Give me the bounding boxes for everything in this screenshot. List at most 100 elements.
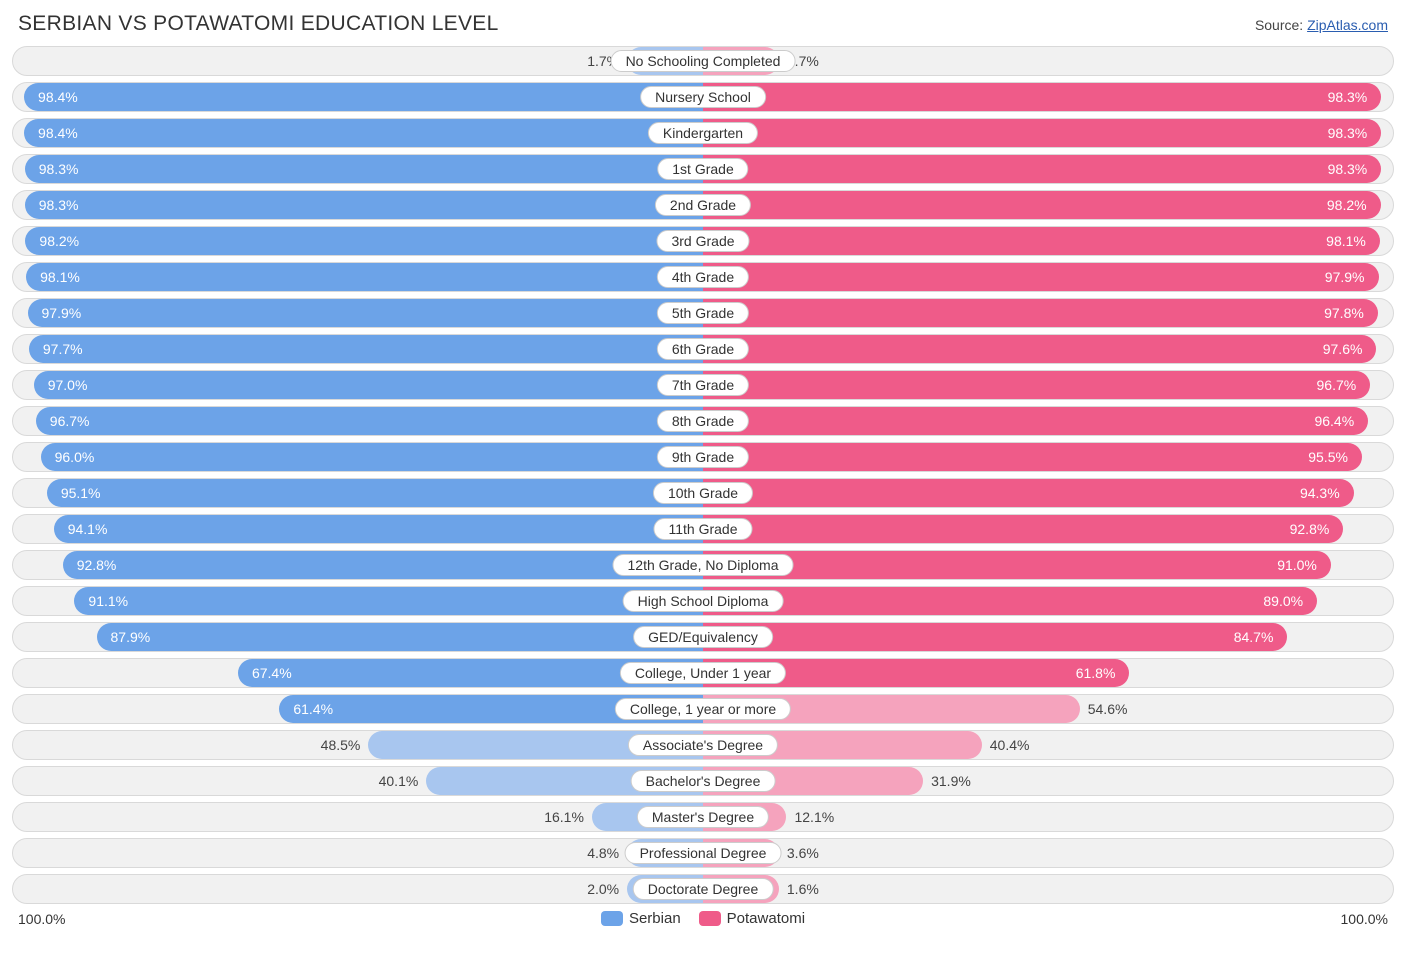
bar-value-serbian: 98.4% <box>38 89 78 105</box>
legend-item-serbian: Serbian <box>601 910 681 927</box>
bar-potawatomi: 97.6% <box>703 335 1376 363</box>
bar-serbian: 92.8% <box>63 551 703 579</box>
bar-potawatomi: 97.9% <box>703 263 1379 291</box>
category-label: Doctorate Degree <box>633 878 774 900</box>
chart-row: 1.7%1.7%No Schooling Completed <box>12 46 1394 76</box>
category-label: 12th Grade, No Diploma <box>613 554 794 576</box>
bar-value-potawatomi: 98.1% <box>1326 233 1366 249</box>
bar-value-serbian: 97.7% <box>43 341 83 357</box>
bar-value-potawatomi: 98.3% <box>1328 89 1368 105</box>
bar-serbian: 98.1% <box>26 263 703 291</box>
bar-potawatomi: 96.4% <box>703 407 1368 435</box>
category-label: 8th Grade <box>657 410 749 432</box>
bar-value-potawatomi: 96.4% <box>1314 413 1354 429</box>
axis-right-label: 100.0% <box>1341 911 1388 927</box>
bar-value-potawatomi: 3.6% <box>779 845 819 861</box>
source-link[interactable]: ZipAtlas.com <box>1307 17 1388 33</box>
bar-value-potawatomi: 98.2% <box>1327 197 1367 213</box>
category-label: GED/Equivalency <box>633 626 773 648</box>
bar-value-potawatomi: 94.3% <box>1300 485 1340 501</box>
category-label: Nursery School <box>640 86 766 108</box>
bar-serbian: 96.7% <box>36 407 703 435</box>
bar-potawatomi: 89.0% <box>703 587 1317 615</box>
bar-value-potawatomi: 84.7% <box>1234 629 1274 645</box>
axis-left-label: 100.0% <box>18 911 65 927</box>
category-label: Master's Degree <box>637 806 769 828</box>
bar-value-serbian: 97.9% <box>42 305 82 321</box>
category-label: Bachelor's Degree <box>631 770 776 792</box>
category-label: No Schooling Completed <box>611 50 796 72</box>
bar-value-serbian: 67.4% <box>252 665 292 681</box>
legend-item-potawatomi: Potawatomi <box>699 910 805 927</box>
bar-value-serbian: 98.1% <box>40 269 80 285</box>
chart-row: 87.9%84.7%GED/Equivalency <box>12 622 1394 652</box>
chart-row: 67.4%61.8%College, Under 1 year <box>12 658 1394 688</box>
diverging-bar-chart: 1.7%1.7%No Schooling Completed 98.4% 98.3%… <box>12 46 1394 904</box>
legend-swatch-serbian <box>601 911 623 926</box>
bar-potawatomi: 98.3% <box>703 155 1381 183</box>
category-label: 3rd Grade <box>656 230 749 252</box>
bar-value-potawatomi: 95.5% <box>1308 449 1348 465</box>
bar-potawatomi: 95.5% <box>703 443 1362 471</box>
bar-value-serbian: 98.3% <box>39 161 79 177</box>
bar-potawatomi: 98.3% <box>703 83 1381 111</box>
category-label: 7th Grade <box>657 374 749 396</box>
bar-serbian: 98.3% <box>25 155 703 183</box>
bar-potawatomi: 84.7% <box>703 623 1287 651</box>
chart-title: SERBIAN VS POTAWATOMI EDUCATION LEVEL <box>18 12 499 36</box>
chart-row: 98.4% 98.3% Nursery School <box>12 82 1394 112</box>
category-label: Associate's Degree <box>628 734 778 756</box>
chart-row: 61.4%54.6%College, 1 year or more <box>12 694 1394 724</box>
bar-value-potawatomi: 54.6% <box>1080 701 1128 717</box>
chart-row: 91.1% 89.0% High School Diploma <box>12 586 1394 616</box>
legend-label-serbian: Serbian <box>629 910 681 927</box>
legend: Serbian Potawatomi <box>601 910 805 927</box>
bar-potawatomi: 96.7% <box>703 371 1370 399</box>
bar-value-serbian: 94.1% <box>68 521 108 537</box>
chart-row: 98.3% 98.2% 2nd Grade <box>12 190 1394 220</box>
bar-serbian: 96.0% <box>41 443 703 471</box>
bar-value-serbian: 97.0% <box>48 377 88 393</box>
chart-row: 48.5% 40.4% Associate's Degree <box>12 730 1394 760</box>
category-label: College, 1 year or more <box>615 698 791 720</box>
bar-value-serbian: 4.8% <box>587 845 627 861</box>
bar-potawatomi: 98.2% <box>703 191 1381 219</box>
category-label: 2nd Grade <box>655 194 751 216</box>
bar-value-potawatomi: 89.0% <box>1263 593 1303 609</box>
bar-potawatomi: 98.3% <box>703 119 1381 147</box>
bar-value-potawatomi: 97.8% <box>1324 305 1364 321</box>
chart-row: 96.7% 96.4% 8th Grade <box>12 406 1394 436</box>
category-label: 5th Grade <box>657 302 749 324</box>
category-label: High School Diploma <box>623 590 784 612</box>
bar-potawatomi: 98.1% <box>703 227 1380 255</box>
bar-value-potawatomi: 97.6% <box>1323 341 1363 357</box>
chart-row: 16.1%12.1%Master's Degree <box>12 802 1394 832</box>
bar-serbian: 97.7% <box>29 335 703 363</box>
chart-row: 96.0%95.5%9th Grade <box>12 442 1394 472</box>
chart-row: 97.0% 96.7%7th Grade <box>12 370 1394 400</box>
bar-value-serbian: 98.4% <box>38 125 78 141</box>
chart-row: 40.1%31.9%Bachelor's Degree <box>12 766 1394 796</box>
bar-value-potawatomi: 98.3% <box>1328 161 1368 177</box>
bar-value-serbian: 48.5% <box>321 737 369 753</box>
category-label: Kindergarten <box>648 122 758 144</box>
bar-potawatomi: 97.8% <box>703 299 1378 327</box>
bar-value-potawatomi: 61.8% <box>1076 665 1116 681</box>
bar-serbian: 97.9% <box>28 299 704 327</box>
chart-row: 98.3%98.3%1st Grade <box>12 154 1394 184</box>
chart-row: 95.1% 94.3% 10th Grade <box>12 478 1394 508</box>
bar-potawatomi: 91.0% <box>703 551 1331 579</box>
bar-value-serbian: 91.1% <box>88 593 128 609</box>
bar-serbian: 98.3% <box>25 191 703 219</box>
bar-value-potawatomi: 98.3% <box>1328 125 1368 141</box>
bar-value-potawatomi: 40.4% <box>982 737 1030 753</box>
category-label: 10th Grade <box>653 482 753 504</box>
bar-potawatomi: 92.8% <box>703 515 1343 543</box>
bar-value-potawatomi: 12.1% <box>786 809 834 825</box>
bar-serbian: 91.1% <box>74 587 703 615</box>
chart-row: 98.2%98.1%3rd Grade <box>12 226 1394 256</box>
bar-serbian: 98.4% <box>24 83 703 111</box>
bar-value-serbian: 95.1% <box>61 485 101 501</box>
bar-value-serbian: 98.3% <box>39 197 79 213</box>
bar-value-serbian: 92.8% <box>77 557 117 573</box>
